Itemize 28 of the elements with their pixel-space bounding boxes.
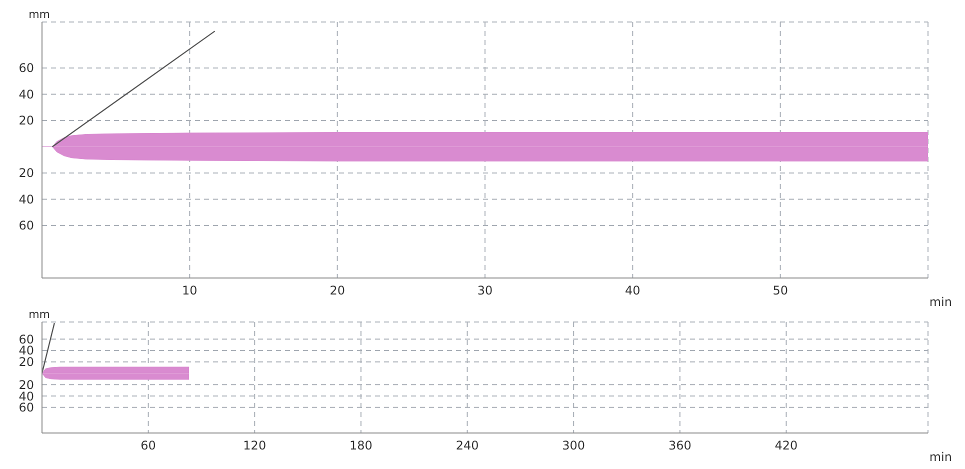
y-tick-label: 60 [18, 332, 34, 346]
x-tick-label: 360 [668, 438, 692, 453]
x-tick-label: 180 [350, 438, 372, 453]
x-tick-label: 10 [182, 284, 198, 298]
y-tick-label: 60 [18, 61, 34, 76]
x-tick-label: 300 [562, 438, 586, 453]
x-axis-title: min [929, 295, 952, 309]
y-tick-label: 20 [18, 166, 34, 180]
y-tick-label: 60 [18, 218, 34, 233]
y-tick-label: 60 [18, 400, 34, 415]
y-tick-label: 40 [18, 389, 34, 404]
y-tick-label: 40 [18, 192, 34, 206]
x-tick-label: 420 [774, 438, 798, 453]
y-tick-label: 40 [18, 87, 34, 102]
x-tick-label: 240 [456, 438, 479, 453]
y-tick-label: 20 [18, 378, 34, 392]
x-axis-title: min [929, 450, 952, 464]
y-tick-label: 20 [18, 114, 34, 128]
x-tick-label: 40 [625, 284, 640, 298]
x-tick-label: 20 [330, 284, 345, 298]
x-tick-label: 120 [243, 438, 266, 453]
y-tick-label: 40 [18, 344, 34, 358]
y-axis-title: mm [28, 308, 50, 321]
x-tick-label: 60 [140, 438, 156, 453]
y-axis-title: mm [28, 8, 50, 21]
y-tick-label: 20 [18, 355, 34, 370]
x-tick-label: 30 [477, 284, 493, 298]
x-tick-label: 50 [772, 284, 788, 298]
